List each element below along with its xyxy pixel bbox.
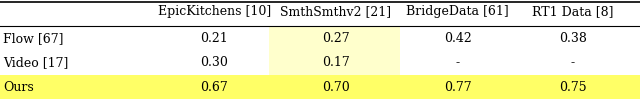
Text: 0.17: 0.17 bbox=[322, 56, 350, 69]
Text: 0.27: 0.27 bbox=[322, 32, 350, 45]
Text: -: - bbox=[456, 56, 460, 69]
Text: Video [17]: Video [17] bbox=[3, 56, 68, 69]
Text: 0.42: 0.42 bbox=[444, 32, 472, 45]
Text: RT1 Data [8]: RT1 Data [8] bbox=[532, 5, 614, 18]
Text: 0.21: 0.21 bbox=[200, 32, 228, 45]
Text: SmthSmthv2 [21]: SmthSmthv2 [21] bbox=[280, 5, 392, 18]
Text: BridgeData [61]: BridgeData [61] bbox=[406, 5, 509, 18]
Text: 0.67: 0.67 bbox=[200, 81, 228, 94]
Bar bbox=[269, 26, 400, 51]
Text: 0.38: 0.38 bbox=[559, 32, 587, 45]
Text: 0.75: 0.75 bbox=[559, 81, 587, 94]
Bar bbox=[269, 51, 400, 75]
Bar bbox=[0, 75, 640, 99]
Text: 0.30: 0.30 bbox=[200, 56, 228, 69]
Text: Ours: Ours bbox=[3, 81, 34, 94]
Text: 0.77: 0.77 bbox=[444, 81, 472, 94]
Text: -: - bbox=[571, 56, 575, 69]
Text: EpicKitchens [10]: EpicKitchens [10] bbox=[158, 5, 271, 18]
Text: 0.70: 0.70 bbox=[322, 81, 350, 94]
Text: Flow [67]: Flow [67] bbox=[3, 32, 64, 45]
